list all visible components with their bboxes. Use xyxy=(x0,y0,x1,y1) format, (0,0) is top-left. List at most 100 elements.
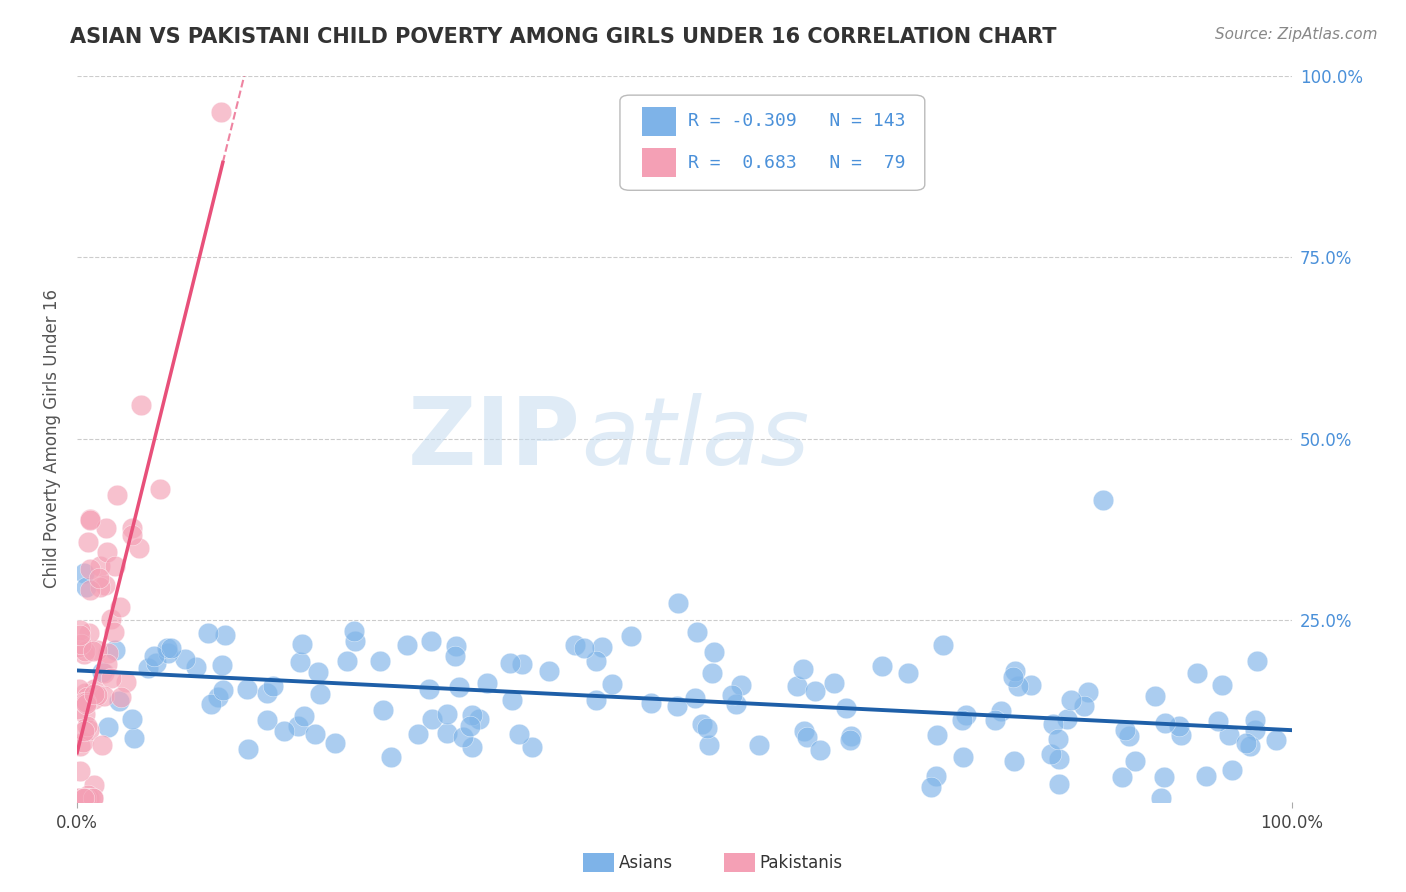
Point xyxy=(461,707,484,722)
Point xyxy=(287,719,309,733)
Point xyxy=(925,728,948,742)
Point xyxy=(291,636,314,650)
Point xyxy=(1047,777,1070,791)
Point xyxy=(76,789,98,803)
Point xyxy=(131,399,153,413)
Point xyxy=(897,666,920,681)
Point xyxy=(288,655,311,669)
Point xyxy=(1042,716,1064,731)
Point xyxy=(1264,733,1286,747)
Point xyxy=(436,707,458,722)
Point xyxy=(73,566,96,580)
Point xyxy=(211,683,233,698)
Point xyxy=(1007,679,1029,693)
Point xyxy=(75,695,97,709)
Point xyxy=(444,639,467,653)
Point xyxy=(145,656,167,670)
Point xyxy=(79,583,101,598)
Point xyxy=(343,633,366,648)
Point xyxy=(69,637,91,651)
Point xyxy=(1170,728,1192,742)
Point xyxy=(1150,791,1173,805)
Text: R = -0.309   N = 143: R = -0.309 N = 143 xyxy=(688,112,905,130)
Point xyxy=(76,690,98,704)
Point xyxy=(1114,723,1136,737)
Point xyxy=(72,695,94,709)
Point xyxy=(823,676,845,690)
Point xyxy=(105,487,128,501)
Point xyxy=(96,657,118,671)
Point xyxy=(323,736,346,750)
Point xyxy=(640,696,662,710)
Point xyxy=(173,652,195,666)
Point xyxy=(835,700,858,714)
Point xyxy=(686,625,709,640)
Point xyxy=(67,640,90,654)
Point xyxy=(200,698,222,712)
Point xyxy=(1220,763,1243,777)
Point xyxy=(371,703,394,717)
Point xyxy=(184,660,207,674)
Text: Asians: Asians xyxy=(619,854,672,871)
Point xyxy=(1143,690,1166,704)
Point xyxy=(73,647,96,661)
Point xyxy=(703,645,725,659)
Point xyxy=(792,662,814,676)
Point xyxy=(209,104,232,119)
Point xyxy=(108,600,131,615)
Point xyxy=(159,641,181,656)
Point xyxy=(79,513,101,527)
Point xyxy=(600,677,623,691)
Point xyxy=(97,719,120,733)
Point xyxy=(292,709,315,723)
Point xyxy=(336,654,359,668)
Point xyxy=(665,698,688,713)
Point xyxy=(72,791,94,805)
Point xyxy=(453,730,475,744)
Point xyxy=(66,702,89,716)
Point xyxy=(508,727,530,741)
Point xyxy=(121,528,143,542)
Point xyxy=(256,713,278,727)
Point xyxy=(419,634,441,648)
Point xyxy=(1239,739,1261,753)
Point xyxy=(1234,736,1257,750)
Point xyxy=(79,512,101,526)
Point xyxy=(304,727,326,741)
Point xyxy=(796,730,818,744)
Point xyxy=(104,558,127,573)
Point xyxy=(70,791,93,805)
Point xyxy=(1211,678,1233,692)
Point xyxy=(952,713,974,727)
Point xyxy=(73,686,96,700)
FancyBboxPatch shape xyxy=(620,95,925,190)
Point xyxy=(564,638,586,652)
Point xyxy=(932,638,955,652)
Text: Pakistanis: Pakistanis xyxy=(759,854,842,871)
Point xyxy=(89,571,111,585)
Point xyxy=(700,666,723,681)
Point xyxy=(585,692,607,706)
Point xyxy=(721,688,744,702)
Point xyxy=(697,738,720,752)
Point xyxy=(1118,729,1140,743)
Text: ASIAN VS PAKISTANI CHILD POVERTY AMONG GIRLS UNDER 16 CORRELATION CHART: ASIAN VS PAKISTANI CHILD POVERTY AMONG G… xyxy=(70,27,1057,46)
Point xyxy=(73,707,96,722)
Point xyxy=(75,791,97,805)
Point xyxy=(1059,693,1081,707)
Point xyxy=(70,791,93,805)
Point xyxy=(93,665,115,680)
Point xyxy=(67,791,90,805)
Point xyxy=(368,654,391,668)
Point xyxy=(585,654,607,668)
Point xyxy=(1125,754,1147,768)
Point xyxy=(82,791,104,805)
Point xyxy=(1002,754,1025,768)
Point xyxy=(1246,654,1268,668)
Point xyxy=(690,717,713,731)
Point xyxy=(1206,714,1229,728)
Point xyxy=(591,640,613,654)
Point xyxy=(86,643,108,657)
Point xyxy=(952,750,974,764)
Point xyxy=(420,712,443,726)
